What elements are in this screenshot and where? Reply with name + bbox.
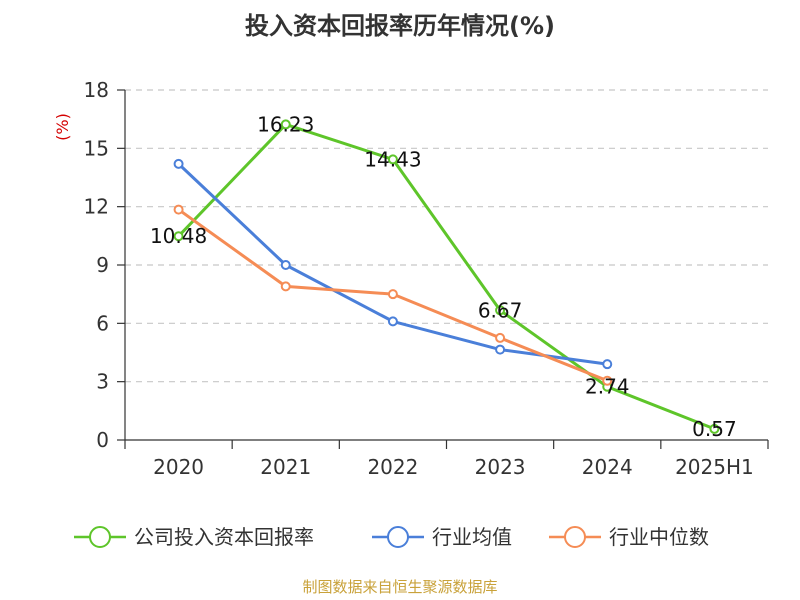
data-point xyxy=(495,344,506,355)
data-point xyxy=(387,316,398,327)
y-tick-label: 15 xyxy=(84,136,109,160)
data-point xyxy=(173,231,184,242)
y-axis-unit-label: (%) xyxy=(53,113,72,141)
data-point xyxy=(173,204,184,215)
data-point xyxy=(280,119,291,130)
axes xyxy=(117,89,769,449)
data-labels: 10.48 16.23 14.43 6.67 2.74 0.57 xyxy=(150,112,737,441)
x-tick-label: 2023 xyxy=(475,455,526,479)
source-note: 制图数据来自恒生聚源数据库 xyxy=(302,578,498,596)
y-tick-label: 9 xyxy=(96,253,109,277)
data-label: 6.67 xyxy=(478,298,523,322)
data-point xyxy=(387,154,398,165)
data-point xyxy=(280,260,291,270)
x-tick-labels: 2020 2021 2022 2023 2024 2025H1 xyxy=(153,455,754,479)
data-point xyxy=(280,281,291,292)
data-label: 2.74 xyxy=(585,375,630,399)
legend-item[interactable]: 行业均值 xyxy=(372,525,512,549)
legend-marker xyxy=(564,526,586,548)
grid-lines xyxy=(125,89,768,383)
x-tick-label: 2024 xyxy=(582,455,633,479)
y-tick-labels: 0 3 6 9 12 15 18 xyxy=(84,78,109,452)
legend-marker xyxy=(387,526,409,548)
x-tick-label: 2021 xyxy=(260,455,311,479)
chart-title: 投入资本回报率历年情况(%) xyxy=(245,12,555,40)
legend[interactable]: 公司投入资本回报率 行业均值 行业中位数 xyxy=(74,525,709,549)
y-tick-label: 3 xyxy=(96,370,109,394)
x-tick-label: 2025H1 xyxy=(675,455,754,479)
data-point xyxy=(602,375,613,386)
legend-label: 公司投入资本回报率 xyxy=(134,525,314,549)
data-point xyxy=(173,158,184,169)
x-tick-label: 2022 xyxy=(367,455,418,479)
legend-label: 行业均值 xyxy=(432,525,512,549)
x-tick-label: 2020 xyxy=(153,455,204,479)
data-label: 16.23 xyxy=(257,112,314,136)
data-label: 14.43 xyxy=(364,147,421,171)
series-line xyxy=(177,162,608,366)
series-lines xyxy=(173,119,720,434)
data-label: 0.57 xyxy=(692,417,737,441)
y-tick-label: 0 xyxy=(96,428,109,452)
y-tick-label: 12 xyxy=(84,195,109,219)
data-point xyxy=(495,332,506,343)
series-line xyxy=(177,122,715,431)
legend-label: 行业中位数 xyxy=(609,525,709,549)
data-point xyxy=(709,423,720,434)
y-tick-label: 6 xyxy=(96,311,109,335)
legend-marker xyxy=(89,526,111,548)
data-point xyxy=(495,305,506,316)
data-point xyxy=(387,289,398,300)
legend-item[interactable]: 行业中位数 xyxy=(549,525,709,549)
y-tick-label: 18 xyxy=(84,78,109,102)
data-point xyxy=(602,359,613,370)
legend-item[interactable]: 公司投入资本回报率 xyxy=(74,525,314,549)
data-label: 10.48 xyxy=(150,224,207,248)
